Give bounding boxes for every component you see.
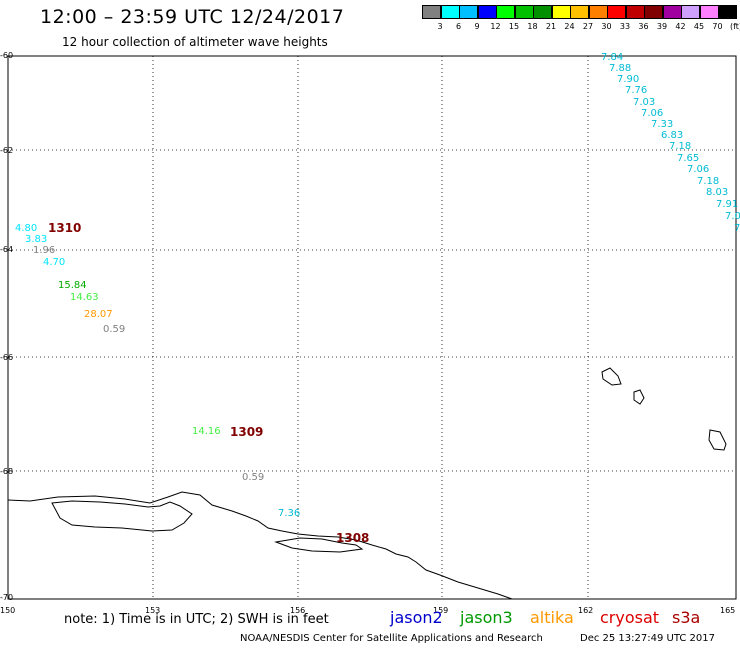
wave-height-label: 4.70	[43, 257, 65, 268]
legend-jason3: jason3	[460, 608, 513, 627]
longitude-labels: 150 153 156 159 162 165	[0, 606, 735, 615]
wave-height-label: 7.18	[669, 141, 691, 152]
colorbar-tick-label: 33	[619, 22, 631, 31]
wave-height-label: 7.90	[617, 74, 639, 85]
colorbar-tick-label: 6	[455, 22, 462, 31]
colorbar-swatch	[718, 5, 737, 19]
colorbar-tick-label: 42	[675, 22, 686, 31]
wave-height-label: 28.07	[84, 309, 113, 320]
wave-height-label: 7	[734, 223, 740, 234]
colorbar-tick-label: 15	[508, 22, 520, 31]
ross-island	[274, 537, 364, 553]
colorbar-tick-label: 3	[437, 22, 443, 31]
wave-height-label: 0.59	[103, 324, 125, 335]
colorbar-tick-label: 45	[693, 22, 705, 31]
wave-height-label: 7.36	[278, 508, 300, 519]
wave-height-label: 4.80	[15, 223, 37, 234]
lon-label: 150	[0, 606, 15, 615]
antarctic-coast	[7, 491, 513, 600]
wave-height-label: 7.03	[633, 97, 655, 108]
wave-height-label: 1.96	[33, 245, 55, 256]
wave-height-label: 3.83	[25, 234, 47, 245]
wave-height-label: 7.84	[601, 52, 623, 63]
legend-cryosat: cryosat	[600, 608, 660, 627]
lon-label: 159	[433, 606, 448, 615]
legend-s3a: s3a	[672, 608, 701, 627]
wave-height-label: 7.06	[641, 108, 663, 119]
wave-height-label: 7.91	[716, 199, 738, 210]
map-frame	[7, 55, 737, 600]
observation-layer: 7.847.887.907.767.037.067.336.837.187.65…	[15, 52, 740, 519]
colorbar-tick-label: 24	[564, 22, 575, 31]
pass-time-label: 1309	[230, 425, 263, 439]
wave-height-label: 7.65	[677, 153, 699, 164]
colorbar-tick-label: 70	[712, 22, 723, 31]
lon-label: 156	[290, 606, 305, 615]
lat-label: -60	[0, 51, 13, 60]
colorbar-tick-label: 30	[601, 22, 612, 31]
pass-time-layer: 1310 1309 1308	[48, 221, 369, 545]
wave-height-label: 7.76	[625, 85, 647, 96]
map-title: 12:00 – 23:59 UTC 12/24/2017	[40, 6, 345, 28]
island-2	[633, 389, 645, 405]
colorbar-tick-label: 9	[474, 22, 480, 31]
lat-label: -66	[0, 353, 13, 362]
coastline	[7, 367, 727, 600]
wave-height-label: 14.16	[192, 426, 221, 437]
wave-height-label: 7.88	[609, 63, 631, 74]
map-subtitle: 12 hour collection of altimeter wave hei…	[62, 35, 328, 49]
wave-height-label: 15.84	[58, 280, 87, 291]
legend-altika: altika	[530, 608, 574, 627]
latitude-labels: -60 -62 -64 -66 -68 -70	[0, 51, 13, 602]
wave-height-label: 7.33	[651, 119, 673, 130]
generated-timestamp: Dec 25 13:27:49 UTC 2017	[580, 633, 715, 644]
lat-label: -68	[0, 467, 13, 476]
lat-label: -64	[0, 245, 13, 254]
island-3	[708, 429, 727, 451]
pass-time-label: 1308	[336, 531, 369, 545]
pass-time-label: 1310	[48, 221, 81, 235]
wave-height-label: 7.06	[687, 164, 709, 175]
colorbar-tick-label: 21	[545, 22, 557, 31]
wave-height-label: 7.18	[697, 176, 719, 187]
wave-height-label: 14.63	[70, 292, 99, 303]
colorbar-tick-label: 39	[656, 22, 668, 31]
colorbar-tick-label: 18	[527, 22, 538, 31]
legend-jason2: jason2	[390, 608, 443, 627]
credit-line: NOAA/NESDIS Center for Satellite Applica…	[240, 633, 543, 644]
colorbar-tick-label: (ft)	[729, 22, 740, 31]
wave-height-label: 7.0	[725, 211, 740, 222]
wave-height-label: 8.03	[706, 187, 728, 198]
colorbar-tick-label: 12	[490, 22, 501, 31]
colorbar-tick-label: 36	[638, 22, 649, 31]
graticule	[8, 56, 736, 599]
footer-note: note: 1) Time is in UTC; 2) SWH is in fe…	[64, 612, 329, 627]
lon-label: 162	[578, 606, 593, 615]
colorbar-tick-label: 27	[582, 22, 594, 31]
ice-shelf	[51, 500, 193, 532]
island-1	[601, 367, 622, 386]
lon-label: 165	[720, 606, 735, 615]
lat-label: -70	[0, 593, 13, 602]
wave-height-label: 6.83	[661, 130, 683, 141]
wave-height-label: 0.59	[242, 472, 264, 483]
lat-label: -62	[0, 146, 13, 155]
lon-label: 153	[145, 606, 160, 615]
